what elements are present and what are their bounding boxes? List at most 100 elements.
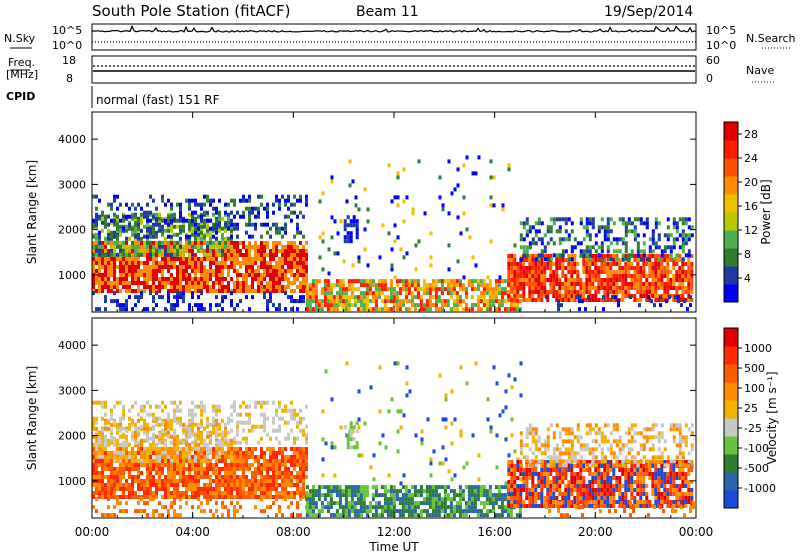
power-cell-1390 — [305, 203, 308, 207]
velocity-cell-1043 — [197, 427, 200, 431]
power-cell-386 — [194, 285, 197, 289]
power-cell-2067 — [507, 262, 510, 266]
power-cell-207 — [146, 281, 149, 285]
velocity-cell-1419 — [146, 513, 149, 517]
power-cell-2720 — [535, 233, 538, 237]
velocity-cell-651 — [266, 471, 269, 475]
velocity-cell-919 — [143, 419, 146, 423]
power-cell-501 — [224, 265, 227, 269]
velocity-cell-810 — [95, 427, 98, 431]
velocity-cell-1519 — [315, 489, 318, 493]
power-cell-674 — [272, 269, 275, 273]
power-cell-502 — [224, 261, 227, 265]
power-cell-1988 — [391, 263, 394, 267]
power-cell-2204 — [546, 262, 549, 266]
power-cell-2877 — [634, 217, 637, 221]
power-cell-1904 — [501, 299, 504, 303]
power-cell-704 — [281, 289, 284, 293]
velocity-cell-1503 — [309, 501, 312, 505]
velocity-cell-710 — [281, 459, 284, 463]
velocity-cell-487 — [224, 491, 227, 495]
power-cell-2886 — [640, 221, 643, 225]
power-cell-2814 — [598, 245, 601, 249]
velocity-cell-806 — [95, 447, 98, 451]
velocity-cell-712 — [281, 451, 284, 455]
power-cell-2250 — [561, 274, 564, 278]
velocity-cell-1844 — [474, 501, 477, 505]
power-cell-2306 — [576, 262, 579, 266]
power-cell-2290 — [573, 290, 576, 294]
velocity-cell-632 — [260, 451, 263, 455]
power-cell-2064 — [507, 274, 510, 278]
velocity-cell-219 — [149, 455, 152, 459]
power-cell-1198 — [161, 219, 164, 223]
power-cell-2383 — [600, 266, 603, 270]
velocity-cell-346 — [185, 495, 188, 499]
power-cell-560 — [242, 289, 245, 293]
velocity-cell-268 — [164, 483, 167, 487]
velocity-cell-962 — [164, 451, 167, 455]
power-cell-850 — [113, 241, 116, 245]
power-cell-2296 — [573, 262, 576, 266]
velocity-cell-1782 — [444, 509, 447, 513]
velocity-cell-412 — [203, 487, 206, 491]
velocity-cell-408 — [200, 455, 203, 459]
velocity-cell-1738 — [423, 489, 426, 493]
power-cell-1759 — [426, 287, 429, 291]
power-cell-35 — [101, 289, 104, 293]
power-cell-2700 — [523, 245, 526, 249]
power-cell-365 — [188, 285, 191, 289]
power-cell-435 — [206, 257, 209, 261]
power-cell-1775 — [435, 299, 438, 303]
power-cell-2537 — [645, 262, 648, 266]
velocity-cell-654 — [266, 459, 269, 463]
velocity-cell-1478 — [275, 497, 278, 501]
velocity-cell-1216 — [173, 417, 176, 421]
power-cell-1147 — [119, 219, 122, 223]
power-cell-1391 — [305, 199, 308, 203]
power-cell-1189 — [152, 215, 155, 219]
power-cell-764 — [296, 257, 299, 261]
velocity-cell-941 — [155, 451, 158, 455]
velocity-cell-1433 — [170, 505, 173, 509]
power-cell-778 — [299, 241, 302, 245]
power-cell-557 — [239, 253, 242, 257]
velocity-cell-706 — [281, 479, 284, 483]
velocity-cell-42 — [101, 467, 104, 471]
power-cell-2906 — [655, 241, 658, 245]
velocity-cell-942 — [155, 447, 158, 451]
velocity-cell-378 — [194, 487, 197, 491]
power-cell-183 — [137, 249, 140, 253]
velocity-cell-235 — [155, 483, 158, 487]
velocity-cell-1476 — [272, 501, 275, 505]
power-cell-2454 — [621, 282, 624, 286]
velocity-cell-645 — [266, 495, 269, 499]
velocity-cell-744 — [290, 447, 293, 451]
power-cell-278 — [164, 261, 167, 265]
power-cell-768 — [299, 289, 302, 293]
power-cell-173 — [137, 289, 140, 293]
velocity-cell-1797 — [450, 501, 453, 505]
power-cell-362 — [185, 245, 188, 249]
velocity-cell-436 — [209, 475, 212, 479]
power-cell-2660 — [681, 270, 684, 274]
velocity-cell-1251 — [197, 405, 200, 409]
power-cell-1460 — [209, 303, 212, 307]
power-cell-1713 — [405, 307, 408, 311]
power-cbar-label-4: 20 — [744, 176, 758, 189]
power-cell-1794 — [444, 299, 447, 303]
velocity-cell-1495 — [306, 505, 309, 509]
velocity-cell-613 — [257, 495, 260, 499]
power-cell-1639 — [366, 283, 369, 287]
power-cell-1389 — [302, 215, 305, 219]
power-cell-1169 — [140, 207, 143, 211]
power-cell-120 — [122, 257, 125, 261]
power-cell-763 — [296, 261, 299, 265]
velocity-cell-535 — [236, 491, 239, 495]
power-cell-359 — [185, 261, 188, 265]
velocity-cell-1529 — [321, 493, 324, 497]
velocity-cell-1517 — [315, 501, 318, 505]
power-cell-2818 — [601, 249, 604, 253]
velocity-cell-31 — [98, 459, 101, 463]
power-cell-1908 — [501, 279, 504, 283]
